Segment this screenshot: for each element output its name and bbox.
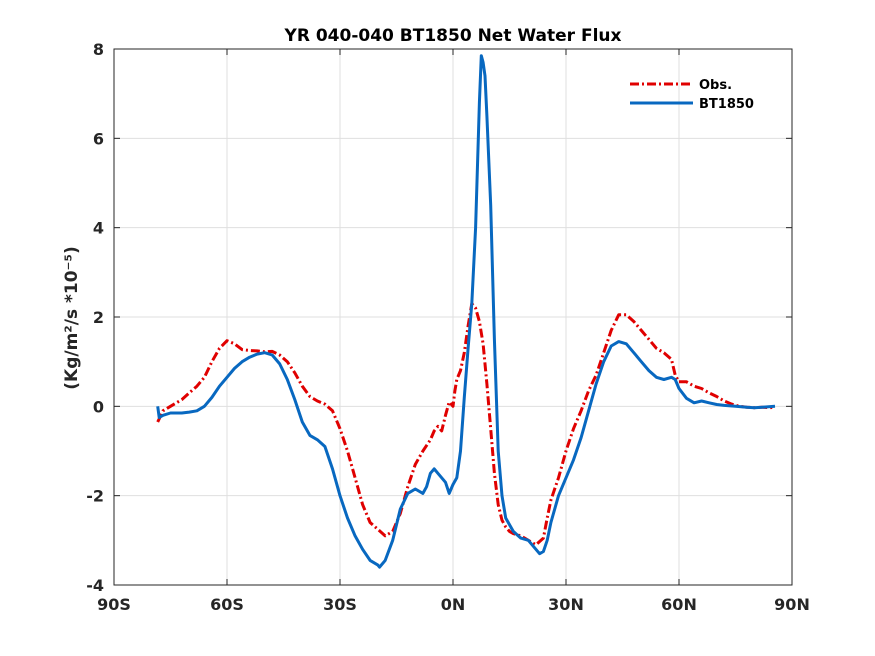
y-axis-ticks: -4 -2 0 2 4 6 8 <box>86 40 792 595</box>
y-axis-label: (Kg/m²/s *10⁻⁵) <box>62 246 82 389</box>
y-tick-label: 2 <box>93 308 104 327</box>
y-tick-label: 0 <box>93 397 104 416</box>
legend-label: BT1850 <box>699 97 754 112</box>
y-tick-label: 8 <box>93 40 104 59</box>
y-tick-label: -2 <box>86 487 104 506</box>
chart-title: YR 040-040 BT1850 Net Water Flux <box>284 26 622 46</box>
x-tick-label: 30N <box>548 595 584 614</box>
legend: Obs. BT1850 <box>630 78 754 112</box>
legend-label: Obs. <box>699 78 732 93</box>
x-tick-label: 30S <box>323 595 357 614</box>
y-tick-label: 4 <box>93 219 104 238</box>
x-tick-label: 90S <box>97 595 131 614</box>
y-tick-label: 6 <box>93 129 104 148</box>
series-line-bt1850 <box>156 54 776 569</box>
x-tick-label: 60N <box>661 595 697 614</box>
x-axis-ticks: 90S 60S 30S 0N 30N 60N 90N <box>97 49 810 614</box>
x-tick-label: 60S <box>210 595 244 614</box>
y-tick-label: -4 <box>86 576 104 595</box>
series-lines <box>156 54 776 569</box>
x-tick-label: 0N <box>441 595 466 614</box>
x-tick-label: 90N <box>774 595 810 614</box>
